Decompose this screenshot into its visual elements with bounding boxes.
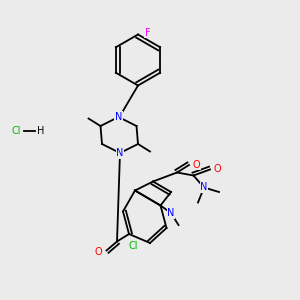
Text: O: O xyxy=(194,160,201,170)
Text: F: F xyxy=(145,28,150,38)
Text: N: N xyxy=(167,208,175,218)
Text: O: O xyxy=(214,164,222,175)
Text: N: N xyxy=(115,113,122,124)
Text: N: N xyxy=(116,148,124,158)
Text: Cl: Cl xyxy=(127,241,136,251)
Text: Cl: Cl xyxy=(128,241,138,251)
Text: Cl: Cl xyxy=(12,125,21,136)
Text: O: O xyxy=(214,164,221,175)
Text: F: F xyxy=(146,28,151,38)
Text: N: N xyxy=(115,112,122,122)
Text: O: O xyxy=(94,247,102,257)
Text: O: O xyxy=(193,160,200,170)
Text: O: O xyxy=(94,247,102,257)
Text: N: N xyxy=(200,182,208,193)
Text: N: N xyxy=(200,182,208,193)
Text: N: N xyxy=(167,208,175,218)
Text: N: N xyxy=(116,148,124,158)
Text: N: N xyxy=(115,112,122,122)
Text: H: H xyxy=(37,125,44,136)
